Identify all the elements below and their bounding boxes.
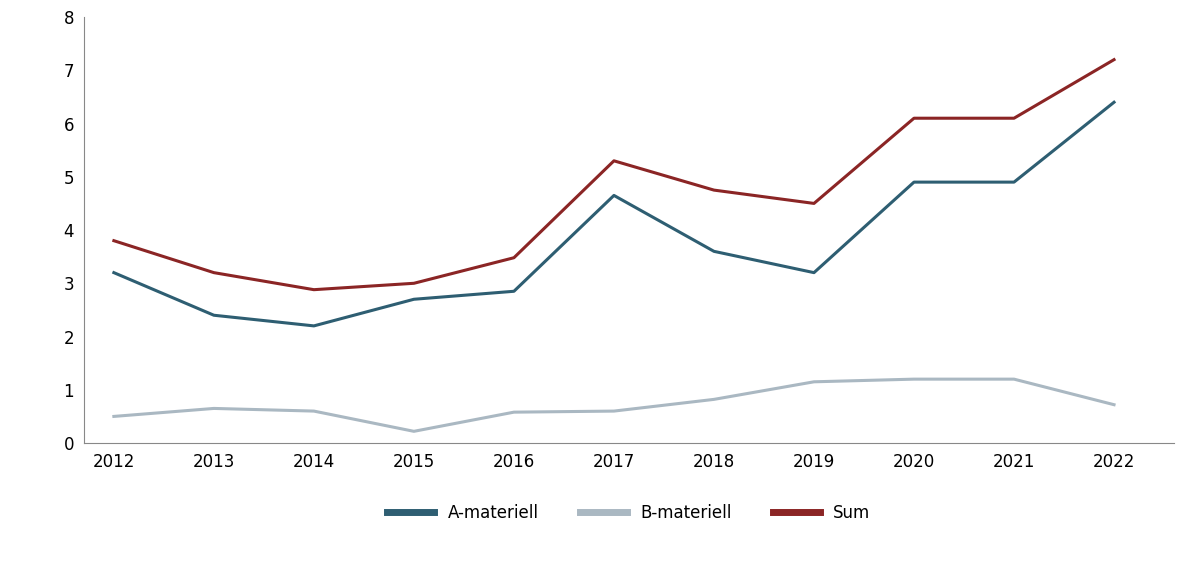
B-materiell	[606, 408, 621, 415]
B-materiell	[907, 376, 921, 383]
B-materiell	[407, 428, 422, 435]
B-materiell	[1107, 401, 1121, 408]
A-materiell	[907, 179, 921, 186]
B-materiell	[507, 409, 521, 416]
A-materiell	[806, 269, 821, 276]
Sum	[1006, 115, 1021, 122]
B-materiell	[806, 378, 821, 385]
B-materiell	[307, 408, 321, 415]
B-materiell	[1006, 376, 1021, 383]
A-materiell	[207, 312, 222, 319]
A-materiell	[606, 192, 621, 199]
Sum	[407, 280, 422, 287]
Sum	[907, 115, 921, 122]
A-materiell	[1107, 99, 1121, 106]
Sum	[606, 157, 621, 164]
A-materiell	[707, 248, 721, 254]
B-materiell	[107, 413, 121, 420]
B-materiell	[207, 405, 222, 412]
A-materiell	[107, 269, 121, 276]
Line: B-materiell: B-materiell	[114, 379, 1114, 431]
Sum	[1107, 56, 1121, 63]
Legend: A-materiell, B-materiell, Sum: A-materiell, B-materiell, Sum	[381, 497, 877, 528]
Line: A-materiell: A-materiell	[114, 102, 1114, 326]
Sum	[507, 254, 521, 261]
A-materiell	[1006, 179, 1021, 186]
Sum	[107, 237, 121, 244]
A-materiell	[407, 296, 422, 303]
Line: Sum: Sum	[114, 60, 1114, 290]
B-materiell	[707, 396, 721, 403]
Sum	[307, 286, 321, 293]
Sum	[207, 269, 222, 276]
A-materiell	[507, 288, 521, 295]
A-materiell	[307, 323, 321, 329]
Sum	[806, 200, 821, 207]
Sum	[707, 187, 721, 194]
